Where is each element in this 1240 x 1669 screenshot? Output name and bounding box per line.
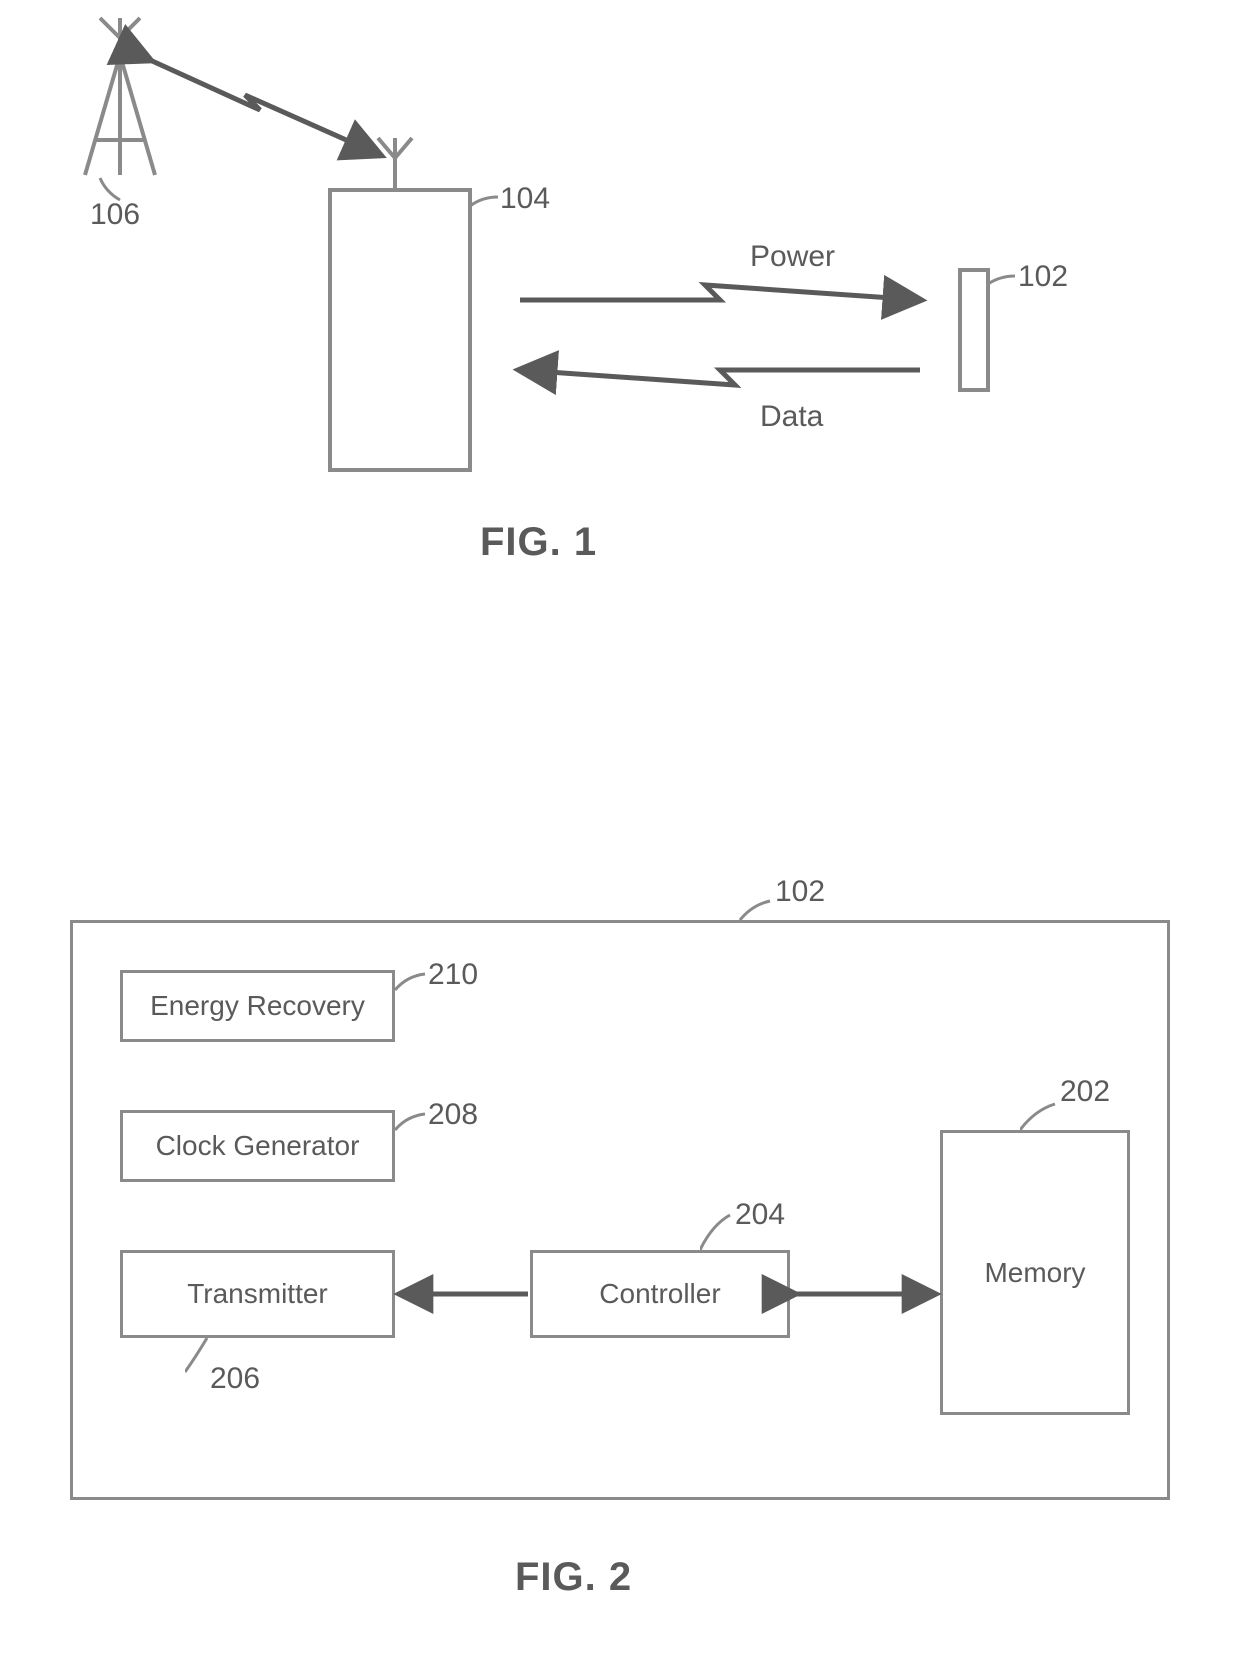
label-102-fig1: 102 (1018, 260, 1068, 294)
fig2-arrows (0, 1240, 1240, 1440)
tag-leader (988, 276, 1015, 284)
label-104: 104 (500, 182, 550, 216)
label-power: Power (750, 240, 835, 274)
reader-device (330, 138, 470, 470)
block-clock-generator-text: Clock Generator (156, 1130, 360, 1162)
data-arrow (520, 370, 920, 385)
label-210: 210 (428, 958, 478, 992)
fig1-caption: FIG. 1 (480, 520, 597, 565)
label-204: 204 (735, 1198, 785, 1232)
label-data: Data (760, 400, 823, 434)
block-clock-generator: Clock Generator (120, 1110, 395, 1182)
label-106: 106 (90, 198, 140, 232)
reader-leader (470, 197, 498, 206)
tower-icon (85, 18, 155, 175)
fig2-caption: FIG. 2 (515, 1555, 632, 1600)
label-208: 208 (428, 1098, 478, 1132)
fig1-svg (0, 0, 1240, 620)
leader-202 (1020, 1100, 1100, 1140)
label-102-fig2: 102 (775, 875, 825, 909)
block-energy-recovery: Energy Recovery (120, 970, 395, 1042)
power-arrow (520, 285, 920, 300)
figure-canvas: 106 104 102 Power Data FIG. 1 102 Energy… (0, 0, 1240, 1669)
tag-device (960, 270, 988, 390)
tower-leader (100, 178, 120, 200)
block-energy-recovery-text: Energy Recovery (150, 990, 365, 1022)
fig2-container-leader (0, 885, 1240, 925)
rf-link-arrow (150, 60, 380, 155)
